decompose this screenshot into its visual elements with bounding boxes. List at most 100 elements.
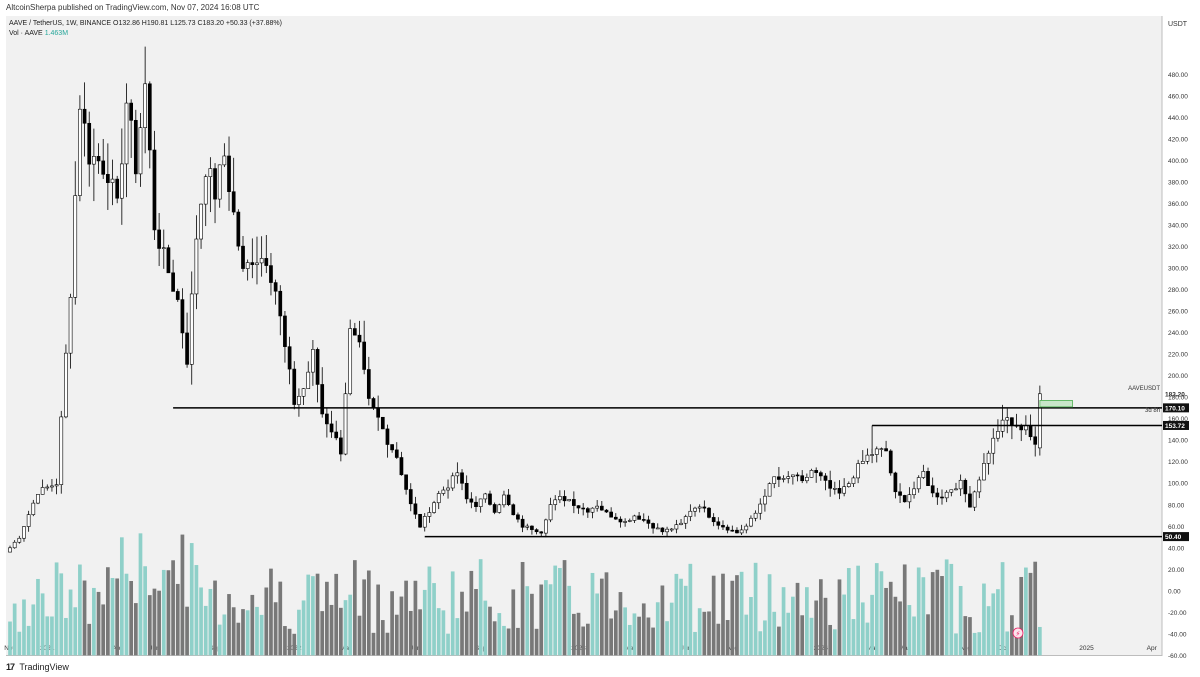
volume-legend[interactable]: Vol · AAVE 1.463M (9, 29, 282, 39)
candle-body[interactable] (623, 521, 627, 523)
candle-body[interactable] (497, 504, 502, 513)
candle-body[interactable] (12, 541, 17, 549)
candle-body[interactable] (977, 479, 982, 493)
candle-body[interactable] (455, 472, 460, 477)
candle-body[interactable] (339, 437, 343, 455)
candle-body[interactable] (613, 516, 618, 520)
candle-body[interactable] (343, 393, 348, 455)
candle-body[interactable] (250, 262, 255, 265)
candle-body[interactable] (739, 529, 744, 534)
candle-body[interactable] (688, 510, 693, 517)
candle-body[interactable] (963, 479, 968, 495)
candle-body[interactable] (366, 369, 371, 399)
candle-body[interactable] (157, 229, 161, 249)
candle-body[interactable] (618, 518, 623, 523)
candle-body[interactable] (697, 506, 702, 509)
candle-body[interactable] (996, 431, 1000, 439)
candle-body[interactable] (166, 247, 171, 274)
candle-body[interactable] (832, 488, 837, 490)
candle-body[interactable] (949, 489, 954, 493)
candle-body[interactable] (161, 247, 166, 249)
candle-body[interactable] (707, 507, 711, 518)
candle-body[interactable] (651, 523, 655, 529)
candle-body[interactable] (390, 444, 394, 451)
candle-body[interactable] (385, 428, 390, 445)
candle-body[interactable] (986, 452, 991, 464)
candle-body[interactable] (837, 488, 842, 494)
candle-body[interactable] (954, 488, 958, 491)
candle-body[interactable] (380, 416, 385, 430)
candle-body[interactable] (632, 515, 637, 521)
candle-body[interactable] (460, 472, 464, 484)
candle-body[interactable] (301, 388, 306, 397)
candle-body[interactable] (297, 395, 301, 405)
candle-body[interactable] (693, 507, 697, 512)
candle-body[interactable] (446, 487, 450, 491)
candle-body[interactable] (940, 496, 944, 499)
candle-body[interactable] (213, 168, 217, 200)
candle-body[interactable] (609, 511, 613, 518)
candle-body[interactable] (129, 102, 134, 121)
candle-body[interactable] (8, 547, 12, 553)
candle-body[interactable] (907, 494, 912, 503)
candle-body[interactable] (758, 503, 763, 514)
candle-body[interactable] (814, 470, 819, 473)
candle-body[interactable] (315, 349, 320, 385)
candle-body[interactable] (292, 368, 297, 405)
candle-body[interactable] (683, 516, 688, 524)
candle-body[interactable] (269, 265, 273, 283)
candle-body[interactable] (273, 282, 278, 292)
candle-body[interactable] (572, 499, 576, 506)
candle-body[interactable] (394, 449, 399, 458)
candle-body[interactable] (45, 486, 50, 489)
candle-body[interactable] (530, 525, 534, 530)
candle-body[interactable] (278, 290, 283, 317)
candle-body[interactable] (669, 528, 674, 531)
candle-body[interactable] (334, 431, 339, 439)
candle-body[interactable] (133, 120, 138, 175)
candle-body[interactable] (115, 178, 120, 199)
candle-body[interactable] (227, 155, 231, 192)
candle-body[interactable] (809, 470, 814, 478)
candle-body[interactable] (259, 258, 264, 264)
candle-body[interactable] (348, 328, 353, 395)
candle-body[interactable] (194, 238, 199, 295)
candle-body[interactable] (539, 531, 544, 534)
candle-body[interactable] (31, 502, 36, 515)
candle-body[interactable] (245, 262, 250, 269)
candle-body[interactable] (520, 518, 525, 528)
candle-body[interactable] (54, 484, 59, 487)
symbol-ohlc-line[interactable]: AAVE / TetherUS, 1W, BINANCE O132.86 H19… (9, 20, 282, 27)
candle-body[interactable] (646, 519, 651, 524)
candle-body[interactable] (329, 423, 334, 433)
candle-body[interactable] (492, 504, 497, 513)
candle-body[interactable] (716, 521, 721, 526)
candle-body[interactable] (637, 515, 641, 520)
candle-body[interactable] (1024, 425, 1028, 431)
candle-body[interactable] (730, 529, 735, 532)
candle-body[interactable] (902, 495, 907, 503)
candle-body[interactable] (222, 155, 227, 166)
candle-body[interactable] (711, 517, 716, 523)
candle-body[interactable] (502, 494, 506, 506)
candle-body[interactable] (567, 499, 572, 502)
candle-body[interactable] (544, 519, 548, 534)
candle-body[interactable] (725, 526, 730, 531)
candle-body[interactable] (898, 491, 902, 496)
candle-body[interactable] (408, 489, 413, 505)
candle-body[interactable] (96, 156, 101, 162)
candle-body[interactable] (325, 413, 329, 425)
candle-body[interactable] (203, 176, 208, 205)
candle-body[interactable] (935, 492, 940, 498)
candle-body[interactable] (958, 479, 963, 490)
candle-body[interactable] (469, 498, 474, 503)
candle-body[interactable] (581, 507, 586, 510)
candle-body[interactable] (464, 482, 469, 500)
candle-body[interactable] (893, 472, 898, 493)
candle-body[interactable] (744, 525, 749, 531)
candle-body[interactable] (856, 463, 860, 479)
candle-body[interactable] (912, 488, 916, 496)
candle-body[interactable] (860, 461, 865, 464)
candle-body[interactable] (818, 472, 823, 477)
candle-body[interactable] (427, 512, 432, 517)
